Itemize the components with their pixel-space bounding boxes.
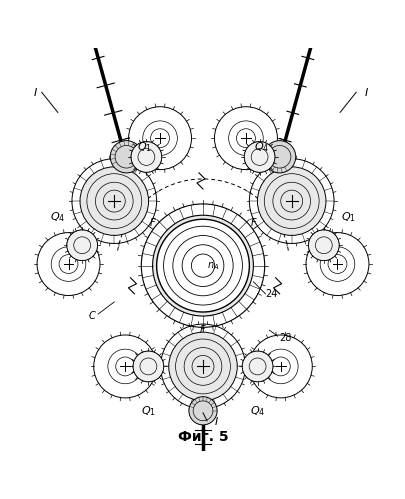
Circle shape [263,141,295,173]
Circle shape [152,215,253,316]
Circle shape [133,351,163,382]
Circle shape [244,142,274,172]
Circle shape [257,167,325,236]
Text: F: F [250,218,256,228]
Text: $Q_4$: $Q_4$ [253,140,269,154]
Circle shape [67,230,97,260]
Text: F: F [149,218,155,228]
Circle shape [156,219,249,312]
Text: $Q_1$: $Q_1$ [141,404,156,418]
Circle shape [67,230,97,260]
Circle shape [188,397,217,425]
Circle shape [133,351,163,382]
Circle shape [80,167,148,236]
Text: F: F [200,325,205,335]
Text: $Q_4$: $Q_4$ [249,404,264,418]
Text: 28: 28 [279,333,291,343]
Circle shape [110,141,142,173]
Circle shape [308,230,338,260]
Circle shape [168,332,237,401]
Text: $n_A$: $n_A$ [207,259,219,271]
Circle shape [242,351,272,382]
Circle shape [94,335,156,398]
Circle shape [305,233,368,295]
Text: I: I [34,88,37,98]
Circle shape [128,107,191,170]
Circle shape [131,142,161,172]
Text: I: I [215,417,218,427]
Text: $Q_4$: $Q_4$ [50,211,65,224]
Text: 24: 24 [265,289,277,299]
Text: I: I [363,88,367,98]
Circle shape [249,335,311,398]
Circle shape [242,351,272,382]
Circle shape [214,107,277,170]
Text: C: C [89,311,95,321]
Circle shape [244,142,274,172]
Text: $Q_1$: $Q_1$ [137,140,151,154]
Circle shape [37,233,100,295]
Text: $Q_1$: $Q_1$ [340,211,355,224]
Circle shape [308,230,338,260]
Circle shape [131,142,161,172]
Text: Фиг. 5: Фиг. 5 [177,430,228,444]
